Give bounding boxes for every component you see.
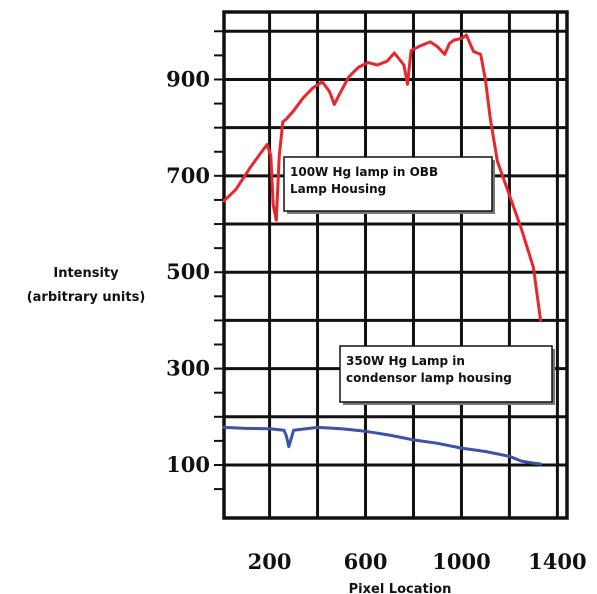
annotation-text-line: condensor lamp housing bbox=[346, 371, 512, 385]
y-tick-label: 300 bbox=[166, 356, 210, 381]
x-axis-title: Pixel Location bbox=[349, 582, 452, 594]
y-tick-label: 500 bbox=[166, 259, 210, 284]
y-tick-label: 100 bbox=[166, 452, 210, 477]
annotation-box bbox=[339, 345, 553, 403]
grid-lines bbox=[214, 10, 569, 520]
annotation-box bbox=[283, 156, 493, 212]
y-tick-label: 700 bbox=[166, 163, 210, 188]
series-line-2 bbox=[222, 425, 543, 466]
annotation-text-line: Lamp Housing bbox=[290, 182, 386, 196]
plot-frame bbox=[222, 10, 569, 520]
x-tick-label: 200 bbox=[248, 549, 292, 574]
x-tick-label: 1400 bbox=[528, 549, 586, 574]
annotation-text-line: 350W Hg Lamp in bbox=[346, 354, 465, 368]
y-axis-title-line-1: Intensity bbox=[53, 266, 119, 281]
y-axis-title-line-2: (arbitrary units) bbox=[27, 290, 146, 305]
y-tick-label: 900 bbox=[166, 66, 210, 91]
series-line-1 bbox=[222, 33, 543, 322]
x-tick-label: 600 bbox=[344, 549, 388, 574]
annotation-text-line: 100W Hg lamp in OBB bbox=[290, 165, 438, 179]
x-tick-label: 1000 bbox=[432, 549, 490, 574]
